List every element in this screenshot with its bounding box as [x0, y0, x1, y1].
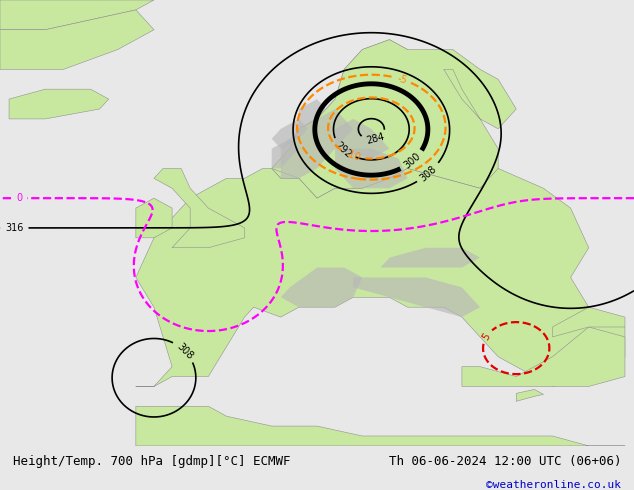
Text: 300: 300	[402, 151, 422, 171]
Text: 316: 316	[5, 223, 23, 233]
Text: ©weatheronline.co.uk: ©weatheronline.co.uk	[486, 480, 621, 490]
Text: 284: 284	[365, 132, 385, 147]
Text: 292: 292	[333, 140, 354, 160]
Text: 308: 308	[174, 341, 195, 361]
Text: 308: 308	[418, 163, 439, 183]
Text: Height/Temp. 700 hPa [gdmp][°C] ECMWF: Height/Temp. 700 hPa [gdmp][°C] ECMWF	[13, 455, 290, 468]
Text: 0: 0	[16, 193, 22, 203]
Text: -10: -10	[344, 148, 362, 163]
Text: -5: -5	[396, 73, 408, 86]
Text: 5: 5	[481, 331, 493, 342]
Text: Th 06-06-2024 12:00 UTC (06+06): Th 06-06-2024 12:00 UTC (06+06)	[389, 455, 621, 468]
